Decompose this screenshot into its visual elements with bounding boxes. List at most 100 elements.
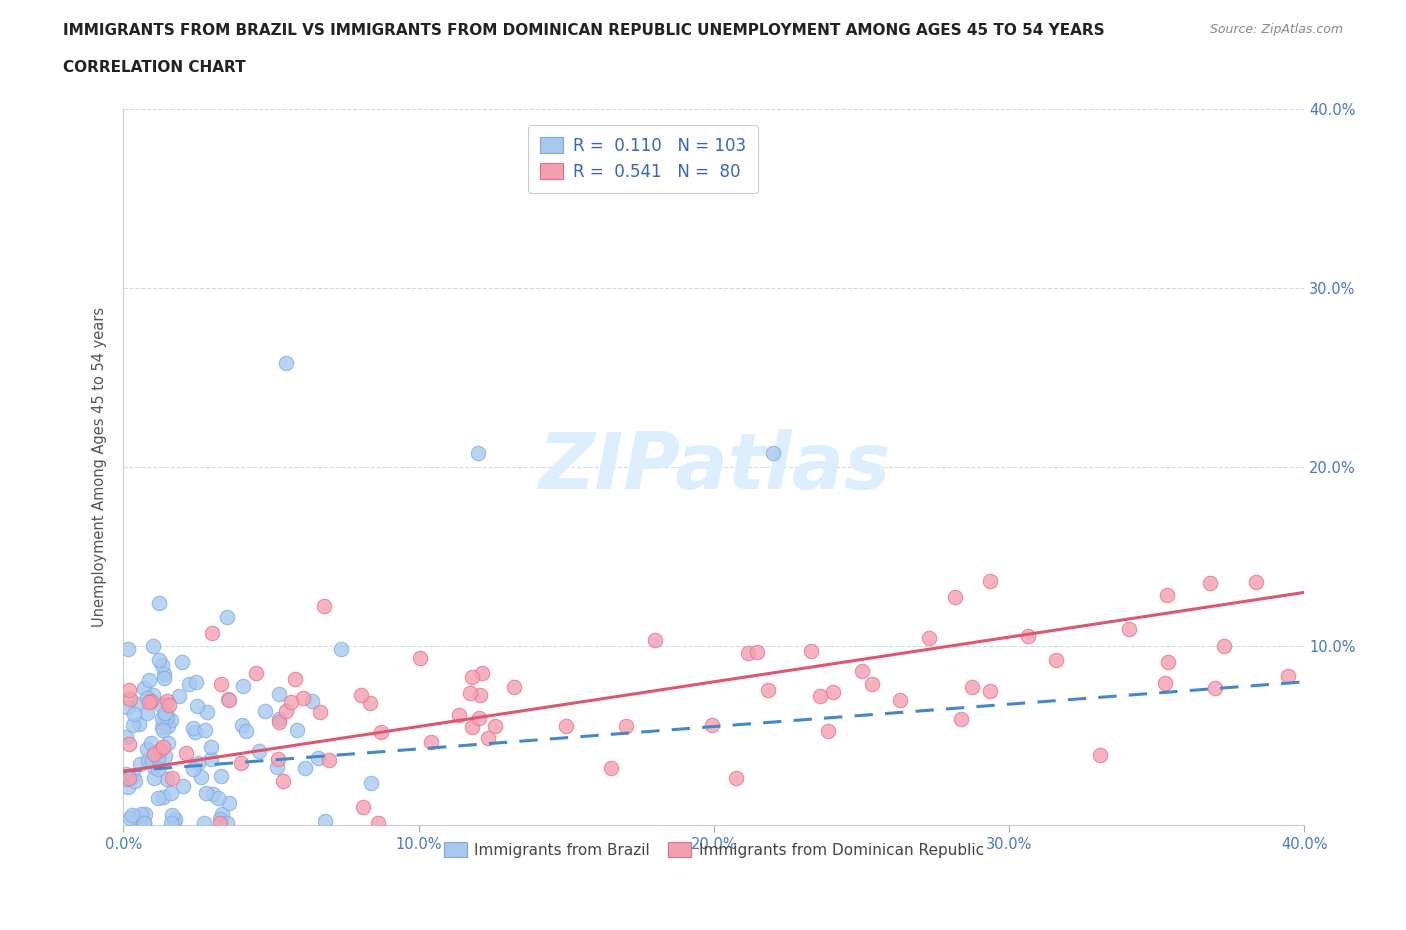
Text: IMMIGRANTS FROM BRAZIL VS IMMIGRANTS FROM DOMINICAN REPUBLIC UNEMPLOYMENT AMONG : IMMIGRANTS FROM BRAZIL VS IMMIGRANTS FRO…: [63, 23, 1105, 38]
Point: [156, 772, 179, 787]
Text: ZIPatlas: ZIPatlas: [537, 429, 890, 505]
Point: [851, 663, 873, 678]
Point: [125, 809, 148, 824]
Point: [146, 790, 169, 805]
Point: [1156, 588, 1178, 603]
Point: [207, 790, 229, 805]
Point: [360, 776, 382, 790]
Point: [194, 723, 217, 737]
Point: [274, 356, 297, 371]
Point: [134, 816, 156, 830]
Point: [267, 751, 290, 766]
Point: [1045, 653, 1067, 668]
Point: [117, 768, 139, 783]
Point: [149, 698, 172, 712]
Point: [1156, 654, 1178, 669]
Point: [808, 688, 831, 703]
Point: [187, 756, 209, 771]
Point: [350, 687, 373, 702]
Point: [503, 679, 526, 694]
Point: [136, 752, 159, 767]
Point: [201, 626, 224, 641]
Point: [148, 595, 170, 610]
Point: [367, 816, 389, 830]
Point: [121, 769, 143, 784]
Point: [200, 739, 222, 754]
Point: [745, 644, 768, 659]
Point: [152, 658, 174, 672]
Point: [186, 698, 208, 713]
Point: [269, 686, 291, 701]
Point: [134, 806, 156, 821]
Point: [118, 737, 141, 751]
Point: [918, 631, 941, 645]
Point: [209, 816, 232, 830]
Point: [143, 759, 166, 774]
Point: [115, 767, 138, 782]
Point: [118, 811, 141, 826]
Point: [292, 690, 315, 705]
Point: [285, 723, 308, 737]
Point: [756, 683, 779, 698]
Point: [135, 705, 157, 720]
Point: [152, 790, 174, 804]
Point: [184, 724, 207, 739]
Point: [160, 771, 183, 786]
Point: [160, 807, 183, 822]
Point: [217, 692, 239, 707]
Point: [247, 744, 270, 759]
Point: [142, 771, 165, 786]
Point: [115, 699, 138, 714]
Point: [352, 799, 374, 814]
Point: [146, 761, 169, 776]
Point: [194, 786, 217, 801]
Point: [160, 816, 183, 830]
Point: [266, 760, 288, 775]
Point: [153, 667, 176, 682]
Point: [215, 816, 238, 830]
Point: [155, 749, 177, 764]
Point: [943, 590, 966, 604]
Point: [122, 707, 145, 722]
Point: [1204, 681, 1226, 696]
Point: [117, 779, 139, 794]
Point: [307, 751, 329, 765]
Point: [1017, 629, 1039, 644]
Point: [129, 806, 152, 821]
Point: [124, 774, 146, 789]
Text: CORRELATION CHART: CORRELATION CHART: [63, 60, 246, 75]
Point: [817, 724, 839, 738]
Point: [330, 642, 353, 657]
Point: [209, 811, 232, 826]
Point: [1198, 576, 1220, 591]
Point: [979, 684, 1001, 698]
Point: [152, 671, 174, 685]
Point: [644, 632, 666, 647]
Point: [215, 609, 238, 624]
Point: [245, 665, 267, 680]
Point: [274, 704, 297, 719]
Point: [614, 719, 637, 734]
Point: [157, 736, 180, 751]
Point: [449, 708, 471, 723]
Point: [471, 666, 494, 681]
Point: [461, 720, 484, 735]
Point: [127, 697, 149, 711]
Point: [860, 676, 883, 691]
Point: [134, 816, 156, 830]
Point: [153, 709, 176, 724]
Point: [139, 736, 162, 751]
Point: [177, 676, 200, 691]
Point: [138, 695, 160, 710]
Point: [163, 811, 186, 826]
Point: [150, 719, 173, 734]
Point: [117, 641, 139, 656]
Point: [160, 785, 183, 800]
Point: [254, 703, 277, 718]
Point: [118, 692, 141, 707]
Point: [142, 747, 165, 762]
Point: [170, 655, 193, 670]
Point: [271, 774, 294, 789]
Y-axis label: Unemployment Among Ages 45 to 54 years: Unemployment Among Ages 45 to 54 years: [93, 307, 107, 627]
Point: [1244, 574, 1267, 589]
